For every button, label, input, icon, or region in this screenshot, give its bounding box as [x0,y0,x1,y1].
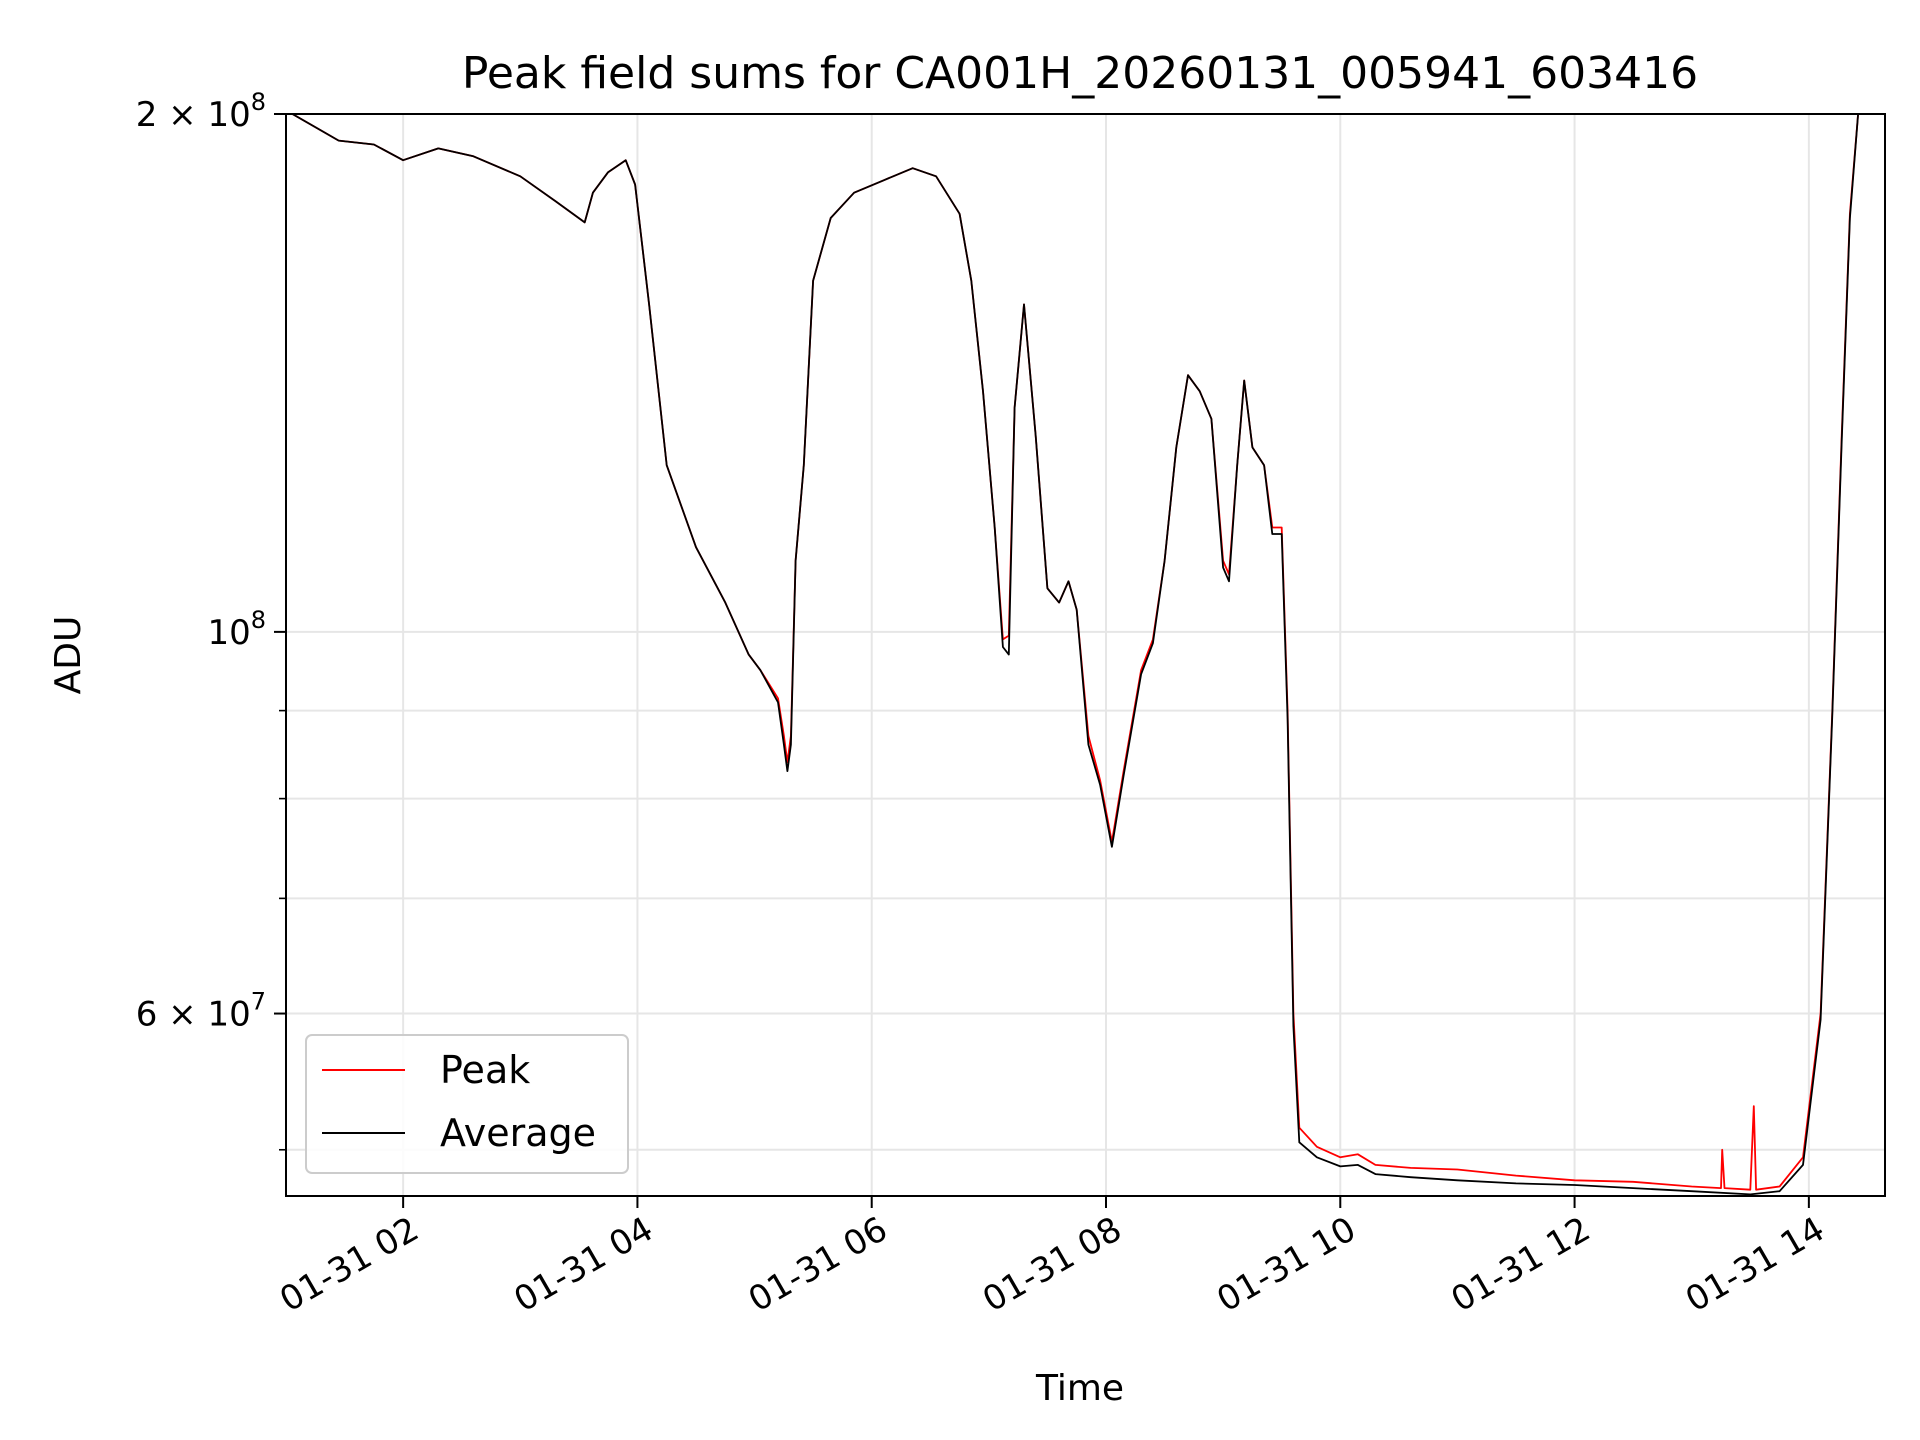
y-tick-label: 6 × 107 [136,988,266,1035]
y-axis-title: ADU [48,616,89,695]
y-axis: 2 × 108 108 6 × 107 [136,88,286,1151]
legend-label-peak: Peak [440,1048,530,1092]
plot-lines [290,114,1859,1196]
chart-title: Peak field sums for CA001H_20260131_0059… [462,48,1698,99]
x-axis-title: Time [1035,1368,1124,1409]
y-tick-label: 2 × 108 [136,88,266,135]
series-line-average [290,114,1859,1196]
plot-frame [285,113,1886,1197]
legend-label-average: Average [440,1111,596,1155]
y-tick-label: 108 [207,606,266,653]
legend: Peak Average [305,1034,629,1174]
